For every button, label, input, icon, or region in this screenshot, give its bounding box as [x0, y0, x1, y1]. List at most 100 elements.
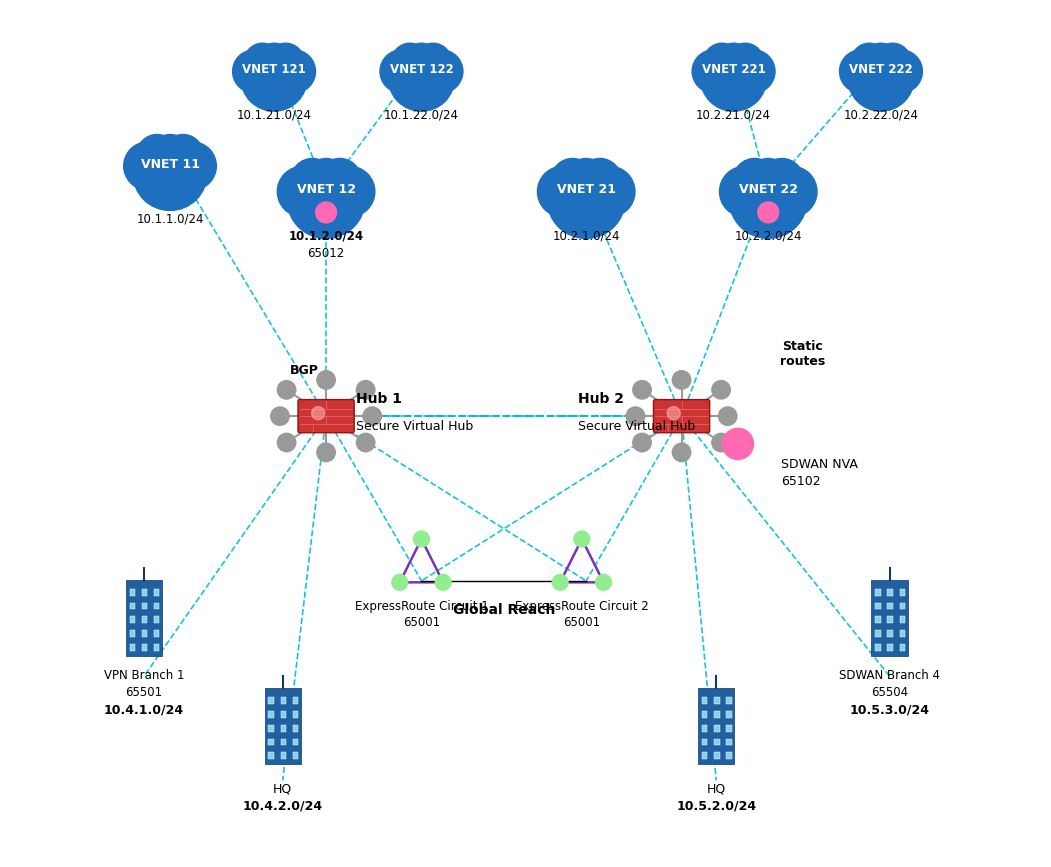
FancyBboxPatch shape — [702, 711, 707, 718]
Text: 10.4.1.0/24: 10.4.1.0/24 — [104, 703, 184, 716]
FancyBboxPatch shape — [875, 603, 881, 610]
Circle shape — [758, 202, 779, 223]
Text: 10.1.21.0/24: 10.1.21.0/24 — [236, 108, 311, 121]
Circle shape — [673, 371, 691, 389]
FancyBboxPatch shape — [726, 753, 731, 759]
FancyBboxPatch shape — [281, 725, 286, 732]
FancyBboxPatch shape — [887, 589, 893, 596]
Text: VNET 221: VNET 221 — [702, 63, 765, 76]
Circle shape — [380, 49, 424, 93]
FancyBboxPatch shape — [726, 725, 731, 732]
Circle shape — [414, 531, 429, 546]
FancyBboxPatch shape — [154, 630, 160, 637]
FancyBboxPatch shape — [875, 644, 881, 651]
FancyBboxPatch shape — [292, 739, 298, 746]
Text: SDWAN NVA: SDWAN NVA — [781, 458, 858, 471]
FancyBboxPatch shape — [714, 753, 720, 759]
Circle shape — [537, 166, 589, 217]
Circle shape — [168, 142, 217, 190]
Circle shape — [291, 159, 334, 201]
Circle shape — [734, 159, 776, 201]
Circle shape — [848, 45, 914, 111]
Text: 65501: 65501 — [125, 686, 163, 699]
FancyBboxPatch shape — [900, 644, 905, 651]
Circle shape — [574, 531, 590, 546]
Circle shape — [392, 43, 428, 80]
FancyBboxPatch shape — [265, 688, 301, 764]
FancyBboxPatch shape — [268, 725, 274, 732]
FancyBboxPatch shape — [900, 603, 905, 610]
Circle shape — [864, 43, 898, 76]
FancyBboxPatch shape — [714, 725, 720, 732]
Circle shape — [435, 575, 451, 590]
Text: 65504: 65504 — [871, 686, 908, 699]
Circle shape — [840, 49, 883, 93]
Text: VNET 122: VNET 122 — [390, 63, 453, 76]
Circle shape — [277, 434, 295, 452]
Text: 10.1.22.0/24: 10.1.22.0/24 — [384, 108, 459, 121]
FancyBboxPatch shape — [154, 616, 160, 623]
Text: 10.5.3.0/24: 10.5.3.0/24 — [849, 703, 930, 716]
Text: 10.4.2.0/24: 10.4.2.0/24 — [243, 799, 323, 812]
Circle shape — [729, 160, 807, 238]
Text: VNET 222: VNET 222 — [849, 63, 913, 76]
FancyBboxPatch shape — [268, 753, 274, 759]
FancyBboxPatch shape — [887, 616, 893, 623]
FancyBboxPatch shape — [142, 589, 147, 596]
FancyBboxPatch shape — [714, 697, 720, 704]
Circle shape — [727, 43, 763, 80]
Text: SDWAN Branch 4: SDWAN Branch 4 — [839, 669, 941, 682]
FancyBboxPatch shape — [268, 739, 274, 746]
Circle shape — [133, 136, 207, 211]
FancyBboxPatch shape — [702, 739, 707, 746]
Circle shape — [766, 166, 817, 217]
Text: Secure Virtual Hub: Secure Virtual Hub — [356, 420, 474, 434]
FancyBboxPatch shape — [129, 630, 136, 637]
Circle shape — [874, 43, 911, 80]
Circle shape — [626, 407, 644, 426]
Circle shape — [667, 407, 680, 420]
FancyBboxPatch shape — [292, 725, 298, 732]
FancyBboxPatch shape — [900, 616, 905, 623]
Circle shape — [388, 45, 455, 111]
Circle shape — [356, 381, 375, 399]
Text: VNET 12: VNET 12 — [296, 183, 355, 196]
Circle shape — [267, 43, 304, 80]
Text: Hub 1: Hub 1 — [356, 392, 403, 406]
FancyBboxPatch shape — [887, 630, 893, 637]
Circle shape — [584, 166, 635, 217]
Circle shape — [720, 166, 770, 217]
Circle shape — [693, 49, 736, 93]
Circle shape — [137, 134, 178, 175]
Circle shape — [673, 443, 691, 461]
Circle shape — [717, 43, 750, 76]
FancyBboxPatch shape — [142, 616, 147, 623]
FancyBboxPatch shape — [702, 697, 707, 704]
Circle shape — [287, 160, 365, 238]
FancyBboxPatch shape — [129, 616, 136, 623]
FancyBboxPatch shape — [292, 711, 298, 718]
Text: 10.2.21.0/24: 10.2.21.0/24 — [696, 108, 771, 121]
FancyBboxPatch shape — [714, 739, 720, 746]
Circle shape — [324, 166, 375, 217]
Circle shape — [596, 575, 611, 590]
FancyBboxPatch shape — [154, 644, 160, 651]
Circle shape — [257, 43, 291, 76]
Circle shape — [731, 49, 775, 93]
FancyBboxPatch shape — [281, 697, 286, 704]
Text: BGP: BGP — [290, 364, 318, 377]
FancyBboxPatch shape — [292, 753, 298, 759]
Circle shape — [405, 43, 438, 76]
FancyBboxPatch shape — [900, 630, 905, 637]
FancyBboxPatch shape — [281, 753, 286, 759]
FancyBboxPatch shape — [129, 589, 136, 596]
FancyBboxPatch shape — [702, 725, 707, 732]
Circle shape — [277, 166, 328, 217]
FancyBboxPatch shape — [702, 753, 707, 759]
FancyBboxPatch shape — [129, 603, 136, 610]
FancyBboxPatch shape — [654, 400, 709, 433]
Text: 10.2.22.0/24: 10.2.22.0/24 — [844, 108, 919, 121]
Text: 65001: 65001 — [403, 616, 440, 629]
Text: 10.2.2.0/24: 10.2.2.0/24 — [735, 230, 802, 243]
Text: VNET 22: VNET 22 — [739, 183, 798, 196]
